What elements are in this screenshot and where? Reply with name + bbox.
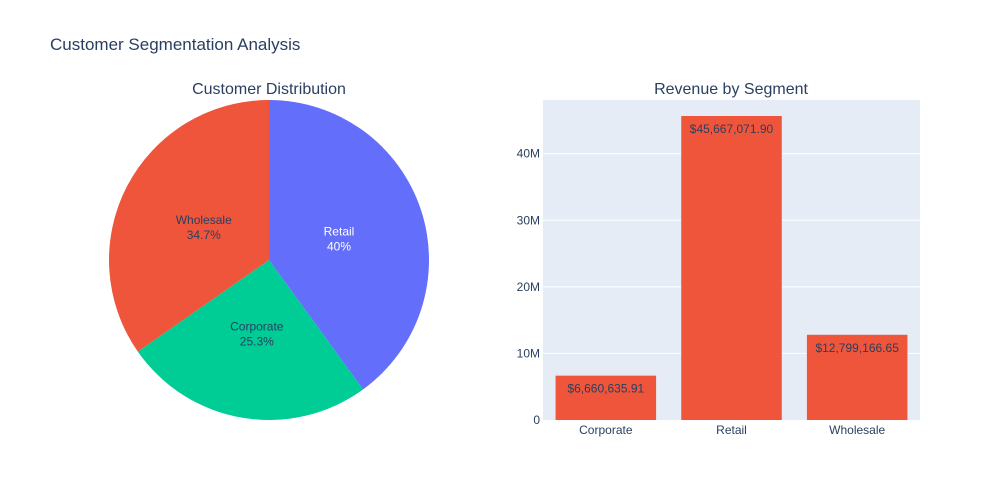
x-tick-label: Corporate	[579, 423, 633, 437]
bar-wholesale	[806, 334, 908, 420]
x-tick-label: Retail	[716, 423, 747, 437]
bar-value-label: $6,660,635.91	[567, 382, 644, 396]
pie-slice-percent: 25.3%	[240, 335, 274, 349]
pie-slice-percent: 40%	[327, 239, 351, 253]
pie-slice-label: Corporate	[230, 320, 284, 334]
pie-slice-corporate	[137, 260, 364, 420]
pie-slice-percent: 34.7%	[187, 228, 221, 242]
y-tick-label: 0	[533, 413, 540, 427]
pie-slice-wholesale	[108, 100, 270, 352]
bar-title: Revenue by Segment	[654, 81, 808, 98]
y-tick-label: 10M	[517, 346, 540, 360]
x-tick-label: Wholesale	[829, 423, 885, 437]
pie-title: Customer Distribution	[192, 81, 346, 98]
figure-title: Customer Segmentation Analysis	[50, 35, 300, 54]
bar-corporate	[555, 375, 657, 420]
y-tick-label: 20M	[517, 280, 540, 294]
bar-value-label: $45,667,071.90	[690, 122, 774, 136]
pie-slice-retail	[269, 100, 430, 390]
pie-slice-label: Wholesale	[176, 213, 232, 227]
y-tick-label: 30M	[517, 213, 540, 227]
bar-chart: Revenue by Segment $6,660,635.91 $45,667,…	[517, 81, 920, 437]
pie-slice-label: Retail	[324, 224, 355, 238]
bar-retail	[681, 116, 782, 420]
bar-value-label: $12,799,166.65	[815, 341, 899, 355]
y-tick-label: 40M	[517, 147, 540, 161]
